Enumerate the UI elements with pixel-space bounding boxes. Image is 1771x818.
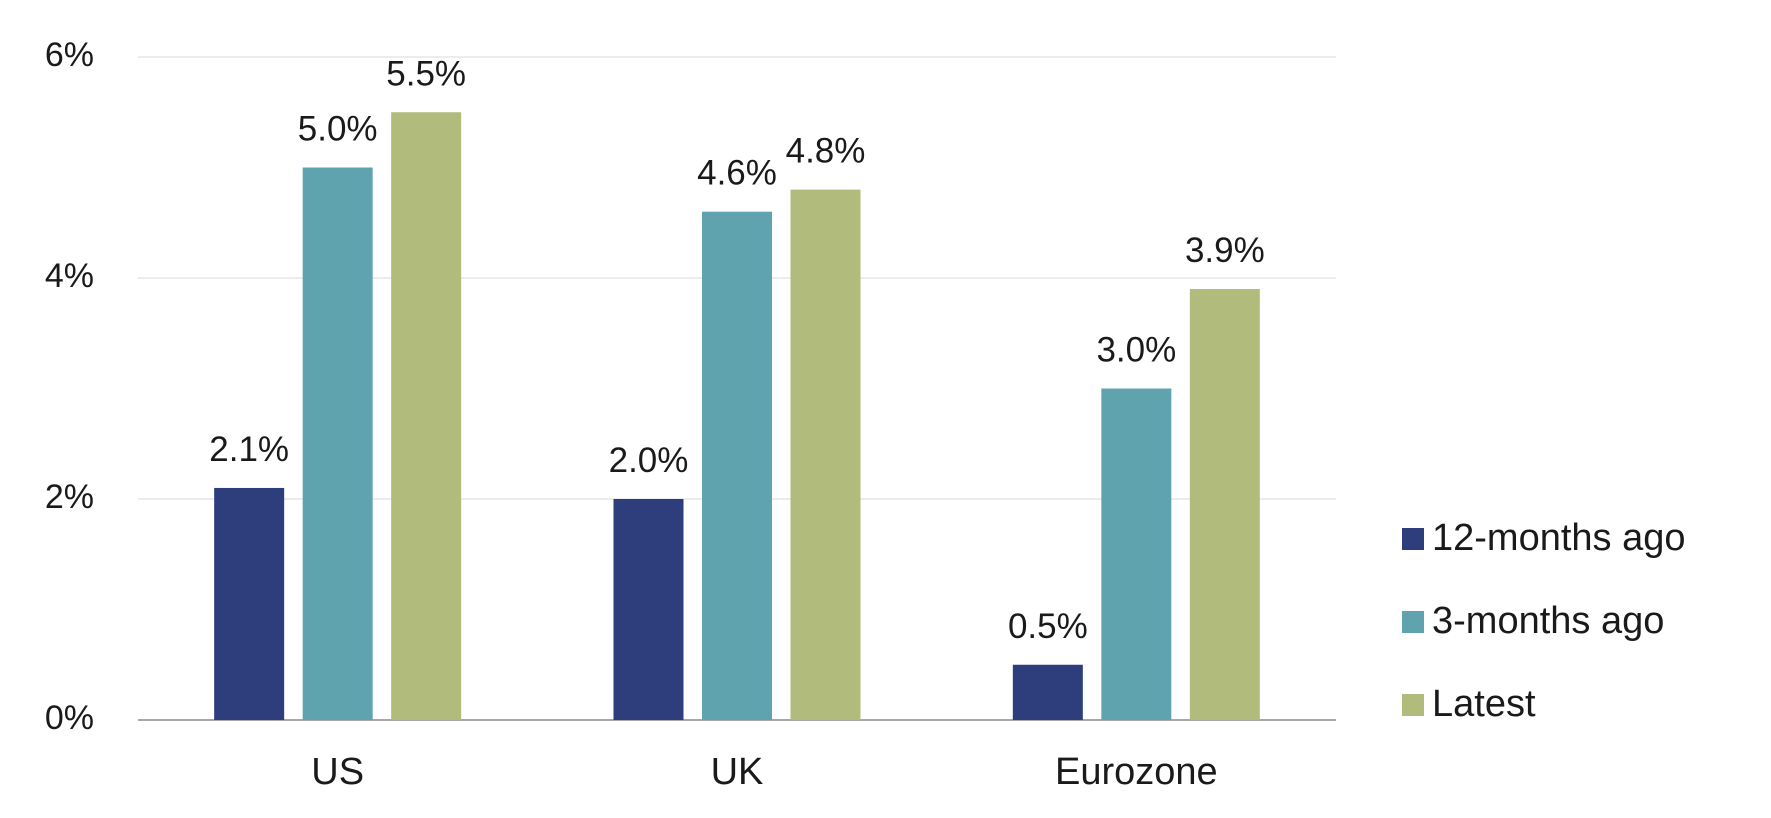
bar-us-3-months-ago: [302, 167, 373, 720]
data-label: 2.1%: [209, 430, 289, 469]
legend-swatch: [1402, 528, 1424, 550]
data-label: 5.0%: [298, 110, 378, 149]
legend-swatch: [1402, 611, 1424, 633]
legend-label: 12-months ago: [1432, 517, 1686, 559]
y-tick-label: 4%: [45, 257, 94, 295]
data-label: 4.8%: [786, 132, 866, 171]
bar-uk-latest: [790, 189, 861, 721]
data-labels: 2.1% 5.0%5.5% 2.0% 4.6%4.8% 0.5% 3.0% 3.9%: [209, 54, 1264, 646]
data-label: 3.0%: [1096, 331, 1176, 370]
data-label: 2.0%: [609, 441, 689, 480]
bar-eurozone-3-months-ago: [1101, 388, 1172, 720]
y-tick-label: 2%: [45, 478, 94, 516]
x-tick-label: US: [311, 751, 364, 793]
legend: 12-months ago 3-months ago Latest: [1402, 517, 1686, 725]
x-tick-label: UK: [711, 751, 764, 793]
x-axis-ticks: US UK Eurozone: [311, 751, 1217, 793]
legend-label: 3-months ago: [1432, 600, 1664, 642]
legend-swatch: [1402, 694, 1424, 716]
bar-uk-3-months-ago: [702, 211, 772, 720]
bar-eurozone-latest: [1189, 289, 1260, 720]
y-tick-label: 0%: [45, 699, 94, 737]
y-axis-ticks: 0% 2% 4% 6%: [45, 36, 94, 737]
bar-eurozone-12-months-ago: [1012, 664, 1083, 720]
bars: [214, 112, 1260, 721]
data-label: 4.6%: [697, 154, 777, 193]
data-label: 3.9%: [1185, 231, 1265, 270]
bar-us-latest: [391, 112, 462, 720]
data-label: 0.5%: [1008, 607, 1088, 646]
bar-us-12-months-ago: [214, 487, 285, 720]
x-tick-label: Eurozone: [1055, 751, 1218, 793]
bar-uk-12-months-ago: [613, 499, 684, 720]
data-label: 5.5%: [386, 54, 466, 93]
legend-label: Latest: [1432, 683, 1536, 725]
y-tick-label: 6%: [45, 36, 94, 74]
